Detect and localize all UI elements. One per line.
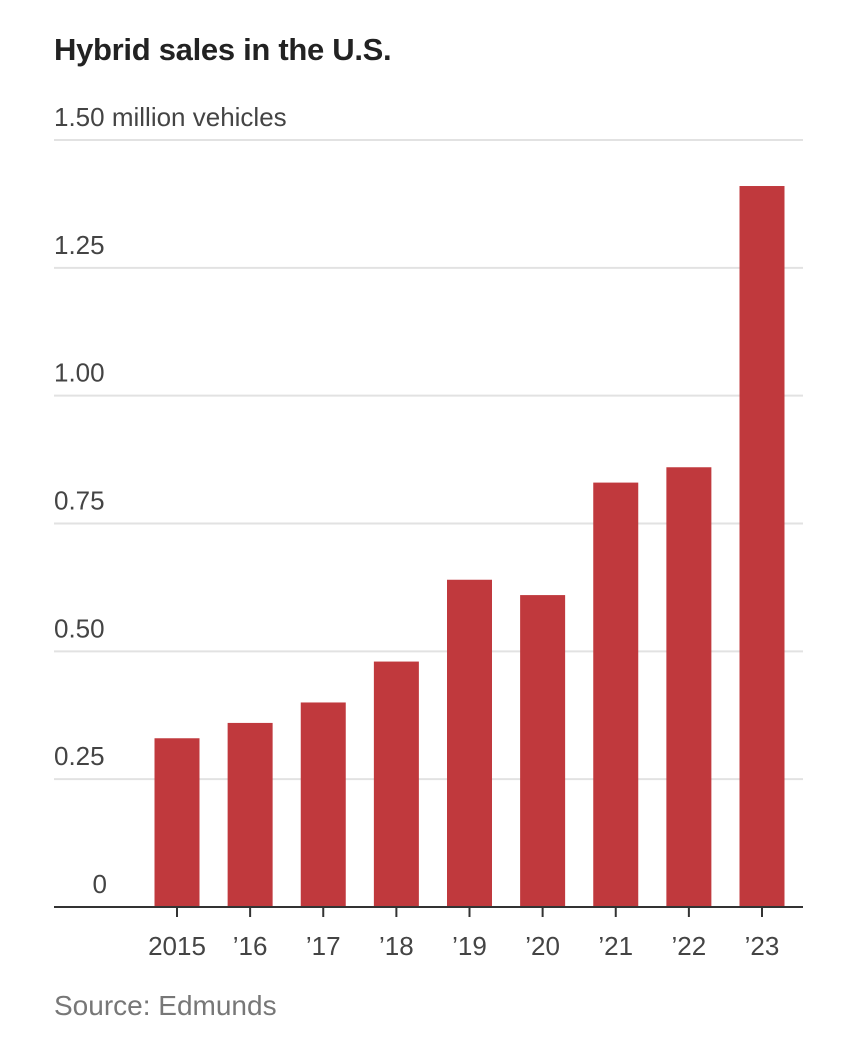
bars xyxy=(154,186,785,907)
y-tick-label: 0 xyxy=(93,869,107,899)
chart-title: Hybrid sales in the U.S. xyxy=(54,32,392,67)
y-tick-label: 1.50 million vehicles xyxy=(54,102,287,132)
x-tick-label: ’21 xyxy=(598,931,633,961)
bar xyxy=(593,482,639,907)
x-tick-label: ’16 xyxy=(233,931,268,961)
x-ticks xyxy=(176,907,763,917)
bar xyxy=(739,186,785,907)
bar xyxy=(666,467,712,907)
y-tick-label: 1.00 xyxy=(54,358,105,388)
bar xyxy=(373,661,419,907)
y-tick-labels: 0 0.25 0.50 0.75 1.00 1.25 1.50 million vehicl… xyxy=(54,102,287,899)
x-tick-label: ’20 xyxy=(525,931,560,961)
x-tick-label: ’22 xyxy=(672,931,707,961)
bar xyxy=(520,595,566,907)
x-tick-label: ’17 xyxy=(306,931,341,961)
x-tick-label: ’23 xyxy=(745,931,780,961)
y-tick-label: 0.25 xyxy=(54,741,105,771)
x-tick-label: ’18 xyxy=(379,931,414,961)
bar xyxy=(154,738,200,907)
x-tick-labels: 2015 ’16 ’17 ’18 ’19 ’20 ’21 ’22 ’23 xyxy=(148,931,779,961)
bar xyxy=(300,702,346,907)
bar xyxy=(227,722,273,907)
source-note: Source: Edmunds xyxy=(54,990,277,1021)
x-tick-label: 2015 xyxy=(148,931,206,961)
y-tick-label: 0.75 xyxy=(54,486,105,516)
bar xyxy=(447,579,492,907)
y-tick-label: 1.25 xyxy=(54,230,105,260)
y-tick-label: 0.50 xyxy=(54,613,105,643)
x-tick-label: ’19 xyxy=(452,931,487,961)
